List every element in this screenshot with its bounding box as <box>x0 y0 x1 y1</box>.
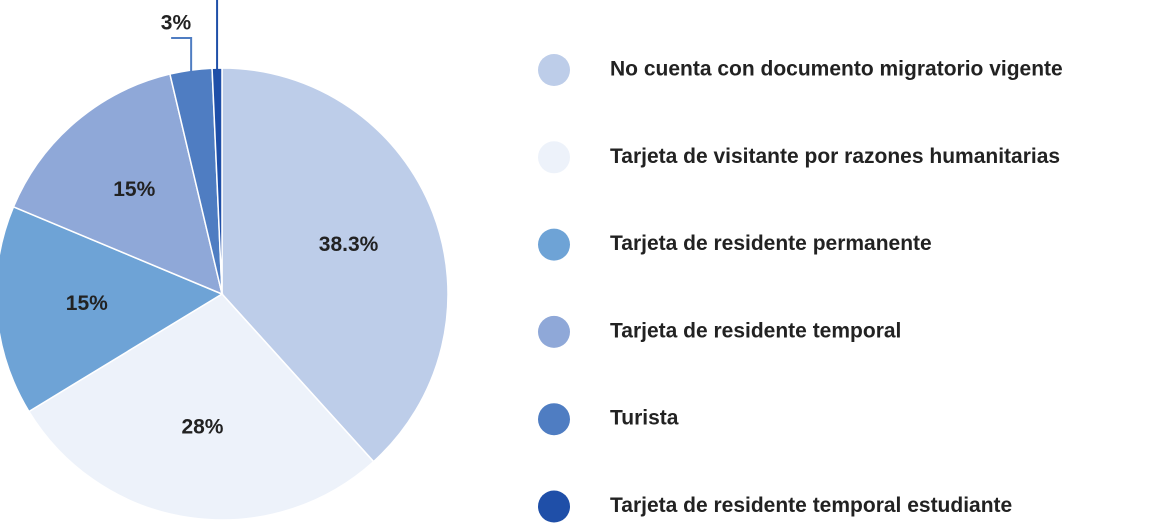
legend-swatch <box>538 315 570 348</box>
legend-label: No cuenta con documento migratorio vigen… <box>610 58 1063 81</box>
legend-swatch <box>538 228 570 261</box>
pie-slice <box>27 293 375 521</box>
legend-label: Turista <box>610 407 679 430</box>
legend-swatch <box>538 490 570 523</box>
value-label: 38.3% <box>319 233 379 256</box>
legend-swatch <box>538 141 570 174</box>
value-label: 28% <box>181 416 223 439</box>
value-label: 3% <box>161 12 192 35</box>
legend-swatch <box>538 403 570 436</box>
pie-slice <box>221 67 449 463</box>
pie-slice <box>0 205 224 413</box>
legend-label: Tarjeta de residente permanente <box>610 232 932 255</box>
leader-line <box>171 37 193 73</box>
legend-label: Tarjeta de visitante por razones humanit… <box>610 145 1060 168</box>
legend-label: Tarjeta de residente temporal <box>610 319 901 342</box>
value-label: 15% <box>113 178 155 201</box>
legend-label: Tarjeta de residente temporal estudiante <box>610 494 1012 517</box>
leader-line <box>216 0 219 71</box>
pie-slice <box>12 73 224 296</box>
legend-swatch <box>538 54 570 86</box>
value-label: 15% <box>66 292 108 315</box>
